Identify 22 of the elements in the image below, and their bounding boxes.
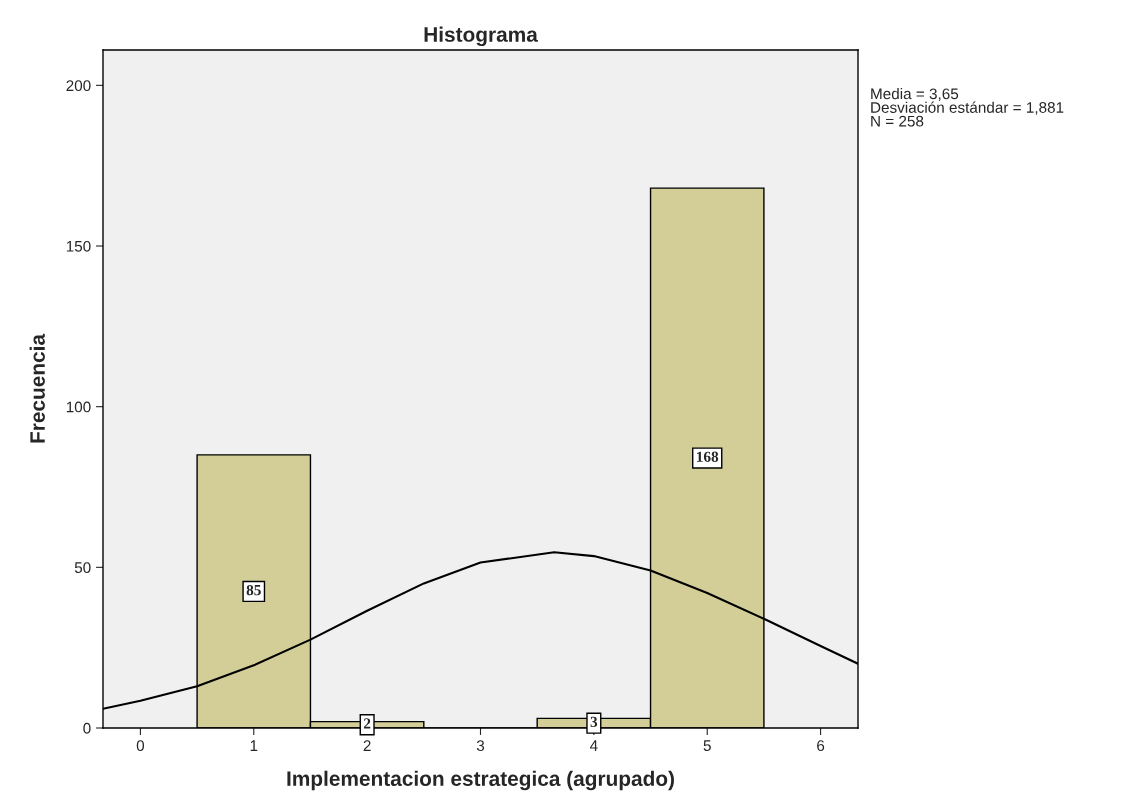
- y-tick-label: 200: [66, 80, 91, 92]
- x-tick-label: 2: [363, 740, 371, 751]
- x-tick-label: 4: [589, 740, 598, 751]
- data-label: 2: [363, 718, 371, 729]
- y-tick-label: 50: [74, 562, 91, 574]
- x-tick-label: 3: [476, 740, 485, 752]
- data-label: 168: [696, 451, 719, 462]
- x-tick-label: 1: [250, 740, 258, 751]
- data-label: 3: [590, 716, 598, 727]
- x-axis-title: Implementacion estrategica (agrupado): [287, 770, 674, 791]
- data-label: 85: [246, 584, 261, 596]
- text: Desviación estándar = 1,881: [871, 101, 1064, 115]
- x-tick-label: 5: [703, 740, 711, 752]
- chart-title: Histograma: [424, 26, 538, 47]
- y-axis-title: Frecuencia: [29, 333, 45, 443]
- x-tick-label: 0: [136, 740, 145, 752]
- y-tick-label: 0: [83, 722, 91, 734]
- y-tick-label: 100: [66, 401, 91, 413]
- text: N = 258: [871, 115, 924, 127]
- y-tick-label: 150: [66, 240, 91, 252]
- text: Media = 3,65: [871, 88, 959, 102]
- x-tick-label: 6: [817, 740, 825, 752]
